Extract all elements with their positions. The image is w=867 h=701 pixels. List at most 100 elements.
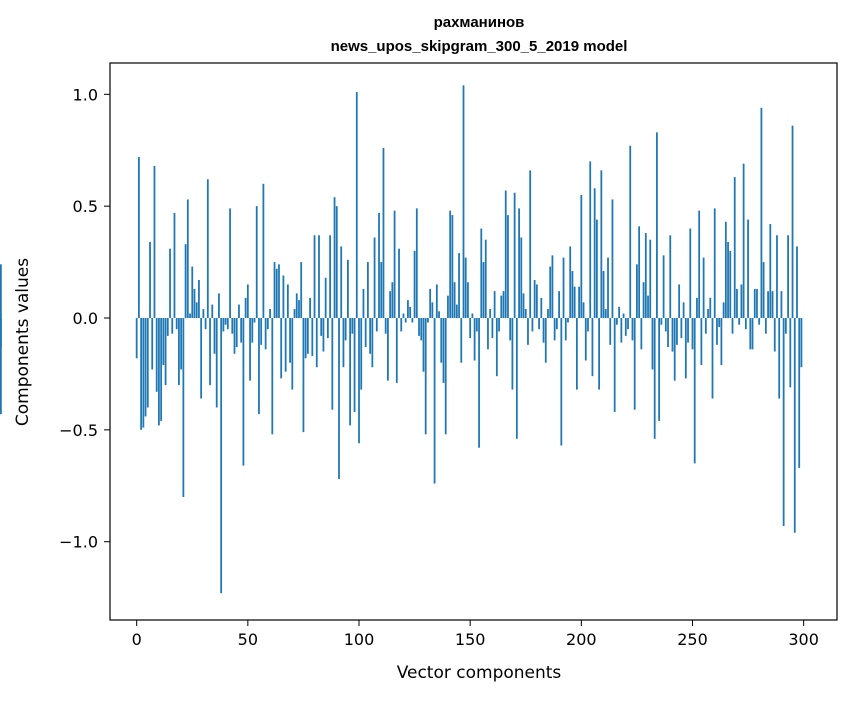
bar (218, 293, 220, 319)
bar (464, 257, 467, 319)
bar (340, 246, 343, 319)
bar (729, 250, 732, 319)
bar (656, 132, 658, 319)
bar (558, 291, 560, 319)
bar (460, 318, 463, 363)
bar (693, 318, 696, 464)
bar (678, 284, 681, 319)
bar (800, 318, 803, 368)
bar (344, 318, 347, 341)
x-tick-label: 200 (566, 630, 597, 649)
bar (609, 318, 612, 345)
y-tick-label: 1.0 (73, 85, 98, 104)
bar (318, 235, 320, 319)
bar (326, 318, 329, 339)
bar (771, 291, 774, 319)
bar (691, 318, 694, 350)
bar (371, 318, 374, 368)
bar (495, 318, 498, 377)
chart-subtitle: news_upos_skipgram_300_5_2019 model (331, 38, 628, 55)
bar (689, 228, 692, 319)
bar (616, 318, 618, 325)
bar (629, 145, 632, 319)
bar (551, 255, 554, 319)
bar (164, 318, 167, 386)
bar (778, 318, 781, 399)
bar (140, 318, 143, 430)
bar (700, 318, 703, 365)
bar (622, 313, 625, 319)
bar (533, 279, 536, 319)
bar (329, 235, 331, 319)
bar (415, 208, 418, 319)
bar (669, 235, 672, 319)
bar (322, 318, 325, 352)
bar (204, 318, 207, 330)
bar (273, 262, 276, 319)
bar (171, 318, 174, 334)
bar (469, 318, 472, 339)
bar (782, 318, 785, 527)
bar (149, 241, 151, 319)
bar (338, 318, 340, 480)
bar (575, 318, 578, 390)
bar (169, 248, 171, 319)
bar (564, 318, 567, 341)
bar (571, 271, 574, 319)
bar (744, 318, 747, 330)
bar (511, 318, 514, 390)
bar (720, 318, 723, 365)
bar (244, 297, 247, 319)
bar (736, 288, 738, 319)
bar (440, 318, 443, 363)
bar (420, 318, 423, 341)
bar (642, 282, 645, 319)
bar (480, 228, 483, 319)
bar (484, 239, 487, 319)
bar (531, 318, 534, 332)
bar (553, 318, 556, 341)
chart-title: рахманинов (434, 14, 525, 31)
bar (233, 318, 236, 354)
bar (155, 318, 158, 392)
bar (631, 318, 634, 341)
bar (402, 313, 405, 319)
bar (769, 224, 772, 319)
bar (527, 318, 529, 345)
bar (404, 318, 407, 323)
bar (309, 297, 311, 319)
bar (427, 318, 429, 323)
bar (540, 297, 543, 319)
bar (756, 288, 758, 319)
x-axis-label: Vector components (397, 663, 562, 683)
bar (569, 246, 572, 319)
bar (796, 246, 798, 319)
bar (411, 318, 414, 323)
bar (662, 255, 665, 319)
bar (200, 318, 203, 399)
bar (431, 302, 434, 319)
bar (178, 318, 180, 386)
bar (684, 318, 687, 379)
x-tick-label: 150 (455, 630, 486, 649)
bar (624, 318, 627, 336)
bar (604, 309, 607, 319)
bar (251, 318, 254, 343)
bar (358, 318, 360, 444)
bar (671, 318, 674, 352)
bar (567, 318, 569, 323)
bar (582, 302, 585, 319)
bar (324, 277, 327, 319)
bar (704, 318, 707, 334)
bar (435, 284, 438, 319)
bar (320, 318, 323, 336)
bar (502, 291, 505, 319)
bar (651, 318, 654, 370)
bar (716, 318, 718, 345)
bar (473, 318, 476, 361)
bar (189, 313, 191, 319)
bar (362, 288, 365, 319)
bar (151, 318, 154, 370)
bar (760, 107, 763, 319)
